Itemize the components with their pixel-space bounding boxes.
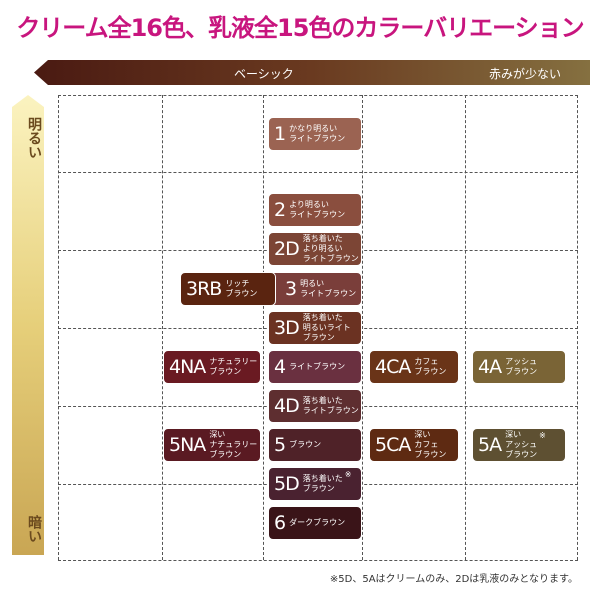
swatch-4ca[interactable]: 4CA カフェ ブラウン [369, 350, 459, 384]
swatch-code: 4CA [375, 356, 411, 378]
note-mark: ※ [344, 470, 352, 479]
light-label: 明るい [26, 117, 42, 159]
swatch-name: かなり明るい ライトブラウン [289, 124, 346, 143]
swatch-name: 落ち着いた より明るい ライトブラウン [302, 234, 359, 263]
swatch-4a[interactable]: 4A アッシュ ブラウン [472, 350, 566, 384]
swatch-code: 4 [274, 356, 286, 378]
swatch-code: 5D [274, 473, 300, 495]
swatch-code: 4NA [169, 356, 206, 378]
swatch-4na[interactable]: 4NA ナチュラリー ブラウン [163, 350, 261, 384]
swatch-3rb[interactable]: 3RB リッチ ブラウン [180, 272, 276, 306]
swatch-4d[interactable]: 4D 落ち着いた ライトブラウン [268, 389, 362, 423]
swatch-name: ナチュラリー ブラウン [209, 357, 258, 376]
swatch-name: ダークブラウン [289, 518, 346, 527]
swatch-5na[interactable]: 5NA 深い ナチュラリー ブラウン [163, 428, 261, 462]
swatch-code: 3RB [186, 278, 222, 300]
swatch-5ca[interactable]: 5CA 深い カフェ ブラウン [369, 428, 459, 462]
swatch-code: 4A [478, 356, 502, 378]
swatch-code: 5A [478, 434, 502, 456]
swatch-code: 6 [274, 512, 286, 534]
swatch-name: 明るい ライトブラウン [300, 279, 357, 298]
swatch-code: 5NA [169, 434, 206, 456]
swatch-name: リッチ ブラウン [225, 279, 258, 298]
swatch-5a[interactable]: 5A 深い アッシュ ブラウン ※ [472, 428, 566, 462]
swatch-name: 落ち着いた ブラウン [302, 474, 343, 493]
swatch-code: 2D [274, 238, 300, 260]
less-red-label: 赤みが少ない [489, 67, 562, 81]
swatch-1[interactable]: 1 かなり明るい ライトブラウン [268, 117, 362, 151]
swatch-3[interactable]: 3 明るい ライトブラウン [268, 272, 362, 306]
swatch-2[interactable]: 2 より明るい ライトブラウン [268, 193, 362, 227]
swatch-5d[interactable]: 5D 落ち着いた ブラウン ※ [268, 467, 362, 501]
basic-to-less-red-arrow: ベーシック 赤みが少ない [34, 60, 590, 85]
swatch-4[interactable]: 4 ライトブラウン [268, 350, 362, 384]
swatch-6[interactable]: 6 ダークブラウン [268, 506, 362, 540]
swatch-name: 深い カフェ ブラウン [414, 430, 447, 459]
swatch-code: 5 [274, 434, 286, 456]
note-mark: ※ [539, 431, 546, 440]
swatch-code: 3 [285, 278, 297, 300]
swatch-5[interactable]: 5 ブラウン [268, 428, 362, 462]
swatch-name: 落ち着いた ライトブラウン [302, 396, 359, 415]
basic-label: ベーシック [234, 67, 294, 81]
swatch-name: 深い アッシュ ブラウン [505, 430, 538, 459]
swatch-name: ブラウン [289, 440, 322, 449]
swatch-code: 4D [274, 395, 300, 417]
swatch-name: ライトブラウン [289, 362, 346, 371]
page-title: クリーム全16色、乳液全15色のカラーバリエーション [16, 14, 584, 42]
swatch-code: 3D [274, 317, 300, 339]
swatch-name: 深い ナチュラリー ブラウン [209, 430, 258, 459]
note-mark: ※ [361, 235, 362, 245]
dark-label: 暗い [26, 515, 42, 543]
swatch-code: 2 [274, 199, 286, 221]
swatch-code: 5CA [375, 434, 411, 456]
footnote: ※5D、5Aはクリームのみ、2Dは乳液のみとなります。 [329, 574, 578, 585]
swatch-name: カフェ ブラウン [414, 357, 447, 376]
swatch-3d[interactable]: 3D 落ち着いた 明るいライト ブラウン [268, 311, 362, 345]
swatch-name: アッシュ ブラウン [505, 357, 538, 376]
swatch-name: より明るい ライトブラウン [289, 200, 346, 219]
brightness-arrow: 明るい 暗い [12, 95, 44, 555]
swatch-name: 落ち着いた 明るいライト ブラウン [302, 313, 351, 342]
swatch-code: 1 [274, 123, 286, 145]
